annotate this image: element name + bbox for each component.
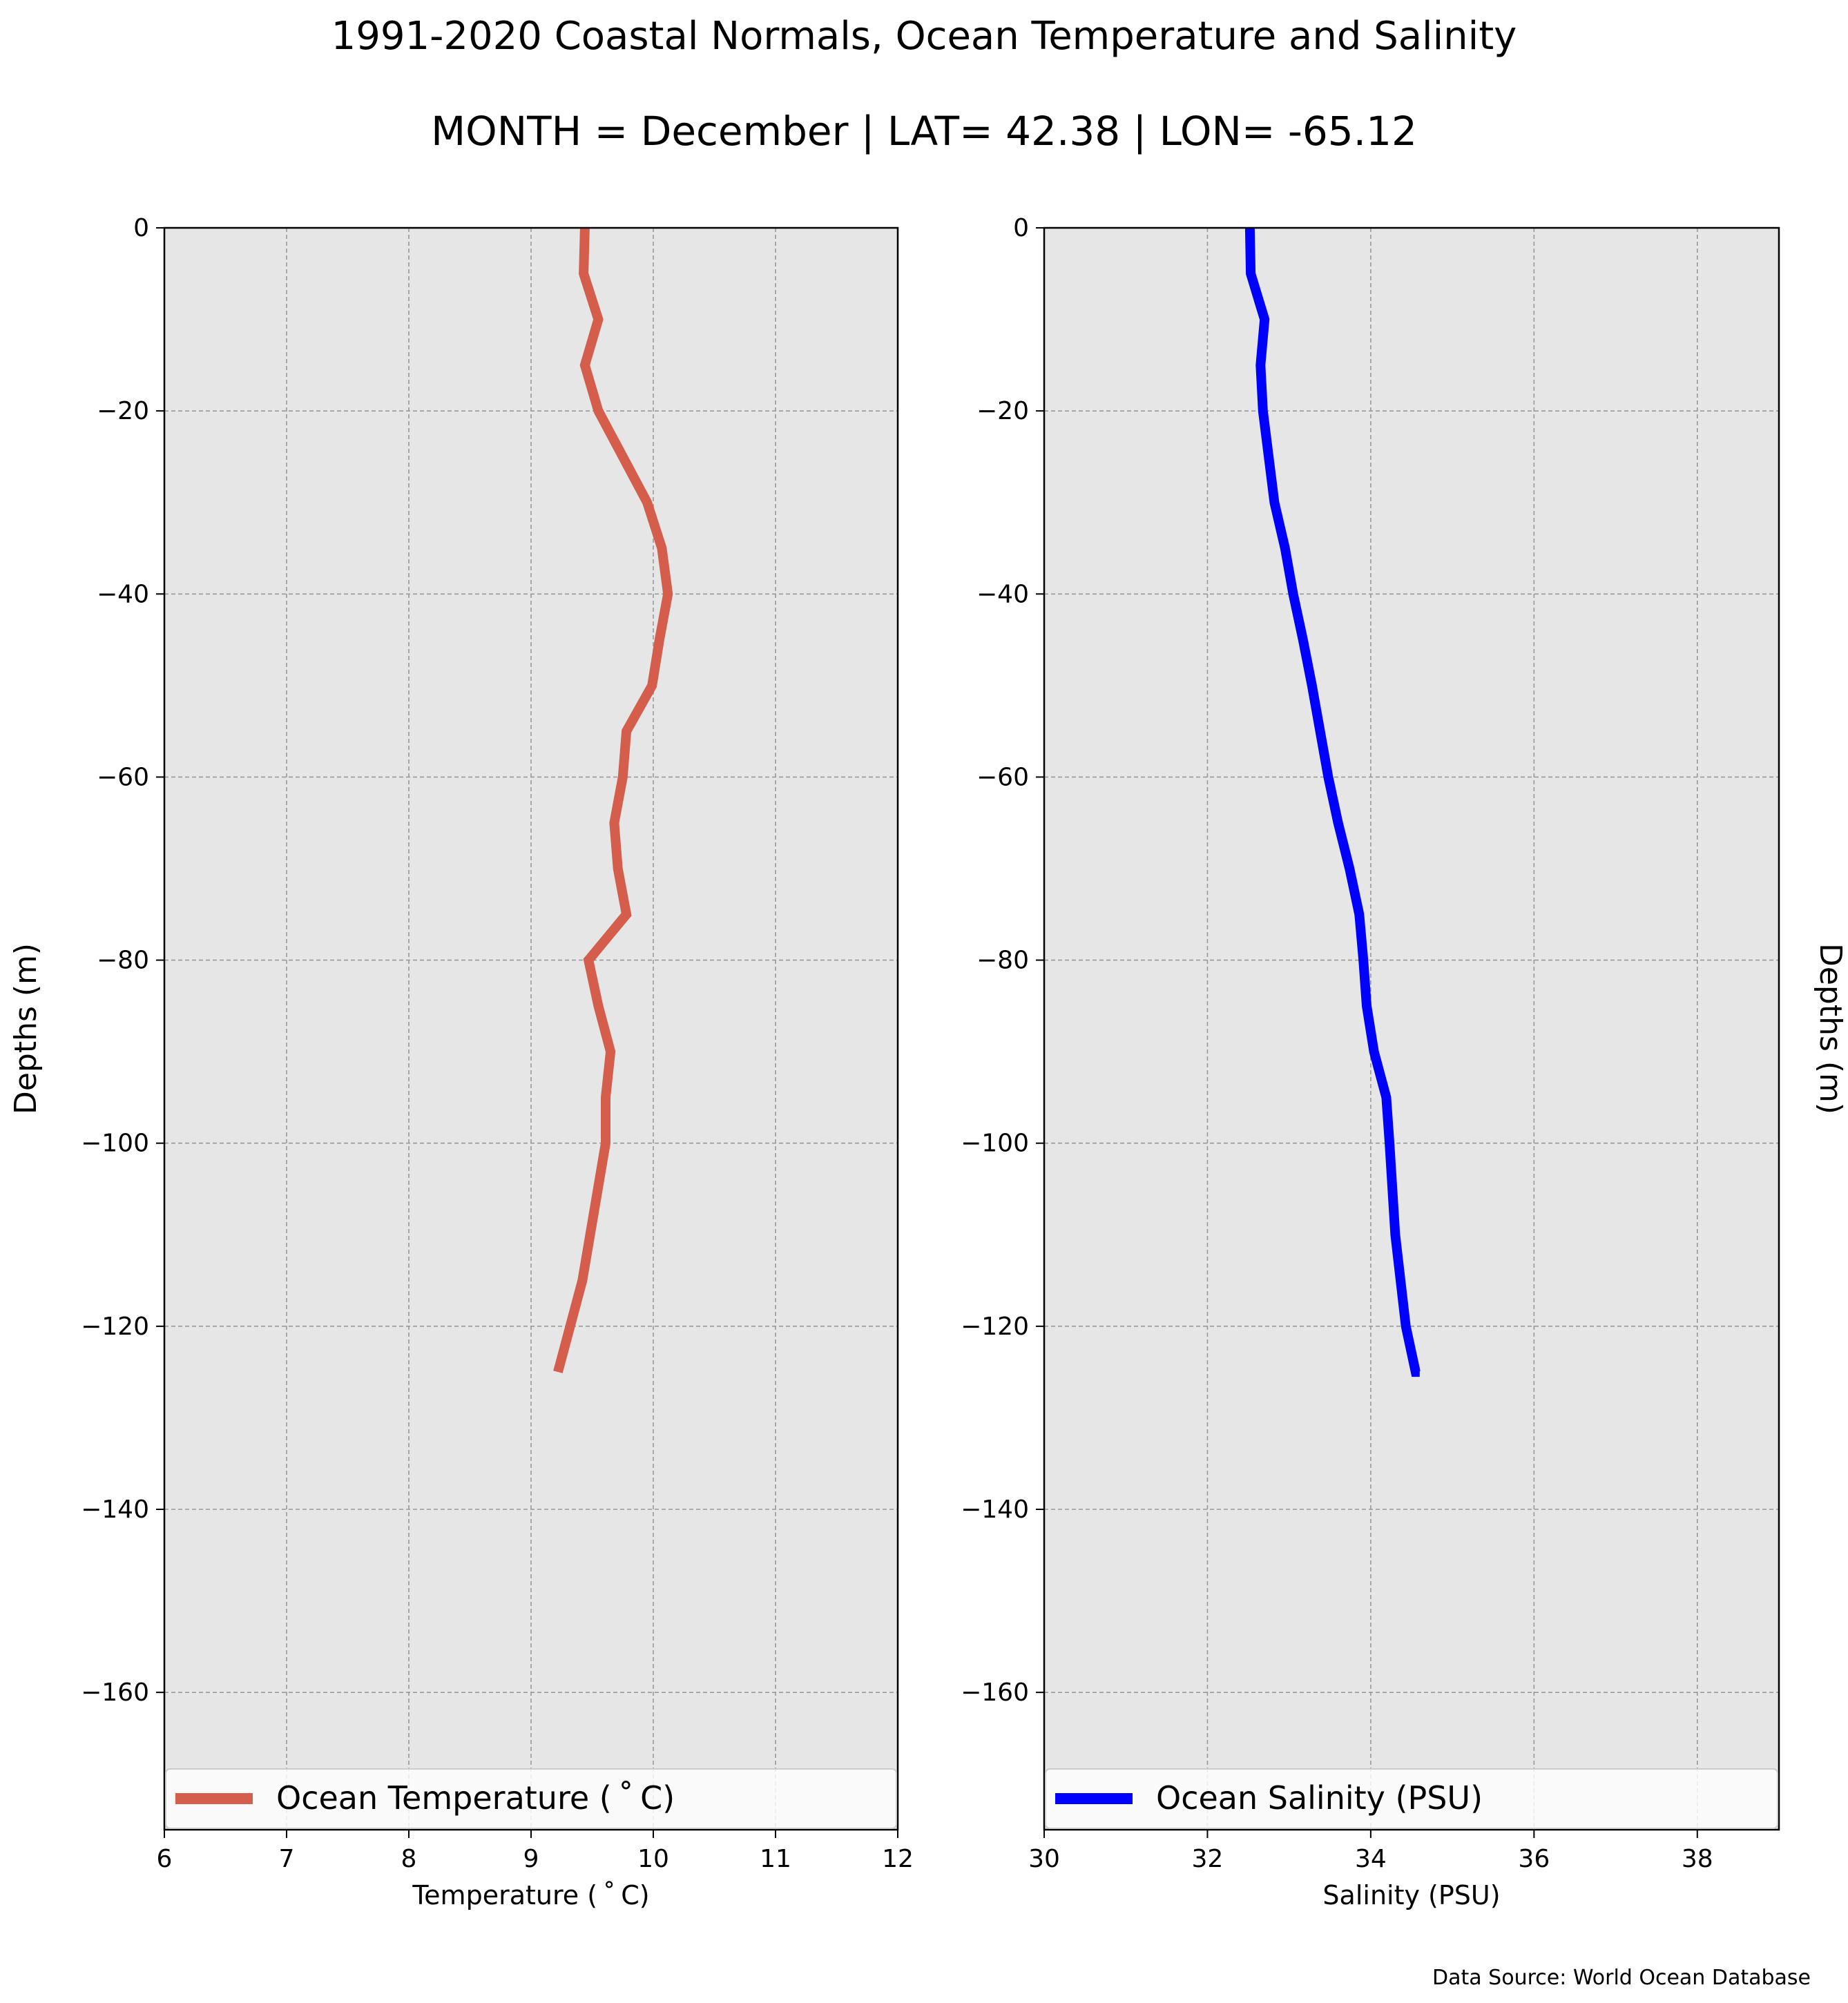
y-tick-label: −120 — [961, 1313, 1029, 1341]
series-line — [1244, 227, 1421, 1377]
y-tick-label: −140 — [961, 1496, 1029, 1524]
y-tick-label: −60 — [97, 763, 149, 791]
x-tick-label: 10 — [637, 1845, 669, 1873]
x-tick-label: 38 — [1682, 1845, 1713, 1873]
x-tick-label: 8 — [401, 1845, 417, 1873]
x-tick-label: 7 — [279, 1845, 295, 1873]
x-tick-label: 6 — [157, 1845, 173, 1873]
x-tick-label: 32 — [1192, 1845, 1224, 1873]
y-axis-label: Depths (m) — [8, 943, 44, 1114]
x-tick-label: 12 — [882, 1845, 914, 1873]
x-tick-label: 11 — [760, 1845, 791, 1873]
y-tick-label: 0 — [1013, 214, 1029, 242]
x-tick-label: 34 — [1355, 1845, 1387, 1873]
x-tick-label: 30 — [1028, 1845, 1060, 1873]
legend: Ocean Temperature ( ˚ C) — [165, 1768, 897, 1829]
x-axis-label: Salinity (PSU) — [1322, 1880, 1500, 1910]
y-tick-label: −60 — [976, 763, 1029, 791]
y-tick-label: −20 — [976, 397, 1029, 425]
x-axis-label: Temperature ( ˚ C) — [412, 1880, 649, 1910]
y-tick-label: −80 — [976, 947, 1029, 975]
series-line — [553, 227, 673, 1373]
x-tick-label: 36 — [1518, 1845, 1550, 1873]
y-tick-label: −160 — [961, 1678, 1029, 1707]
y-tick-label: −40 — [97, 580, 149, 608]
figure-subtitle: MONTH = December | LAT= 42.38 | LON= -65… — [431, 108, 1417, 155]
legend: Ocean Salinity (PSU) — [1045, 1768, 1778, 1829]
y-tick-label: 0 — [133, 214, 149, 242]
plot-frame — [1043, 226, 1780, 1831]
y-tick-label: −80 — [97, 947, 149, 975]
data-source-note: Data Source: World Ocean Database — [1432, 1966, 1811, 1990]
plot-area — [1044, 228, 1779, 1830]
y-tick-label: −20 — [97, 397, 149, 425]
salinity-panel: 30 32 34 36 38 0 −20 −40 −60 −80 −100 −120 −140 −160 S… — [961, 214, 1848, 1910]
y-tick-label: −100 — [81, 1130, 149, 1158]
y-tick-label: −160 — [81, 1678, 149, 1707]
legend-label: Ocean Salinity (PSU) — [1156, 1779, 1483, 1817]
legend-label: Ocean Temperature ( ˚ C) — [276, 1779, 675, 1817]
temperature-panel: 6 7 8 9 10 11 12 0 −20 −40 −60 −80 −100 −120 −140 −160 T… — [8, 214, 914, 1910]
figure-title: 1991-2020 Coastal Normals, Ocean Tempera… — [331, 14, 1517, 59]
legend-box — [165, 1768, 897, 1829]
legend-box — [1045, 1768, 1778, 1829]
y-axis-label: Depths (m) — [1813, 943, 1848, 1114]
y-tick-label: −120 — [81, 1313, 149, 1341]
y-tick-label: −140 — [81, 1496, 149, 1524]
x-tick-label: 9 — [523, 1845, 539, 1873]
y-tick-label: −100 — [961, 1130, 1029, 1158]
y-tick-label: −40 — [976, 580, 1029, 608]
